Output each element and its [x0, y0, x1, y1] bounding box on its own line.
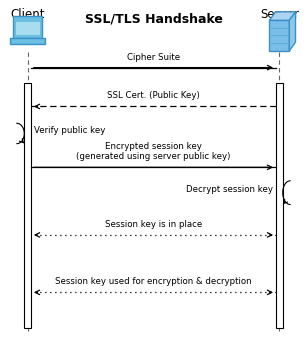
Text: Decrypt session key: Decrypt session key: [186, 185, 273, 194]
Text: Encrypted session key
(generated using server public key): Encrypted session key (generated using s…: [76, 142, 231, 161]
FancyBboxPatch shape: [15, 22, 40, 35]
Text: Verify public key: Verify public key: [34, 126, 105, 135]
Text: SSL Cert. (Public Key): SSL Cert. (Public Key): [107, 91, 200, 100]
Text: Session key used for encryption & decryption: Session key used for encryption & decryp…: [55, 277, 252, 286]
Text: Session key is in place: Session key is in place: [105, 220, 202, 229]
Text: Cipher Suite: Cipher Suite: [127, 52, 180, 62]
Text: Client: Client: [10, 8, 45, 21]
Bar: [24, 83, 31, 328]
Text: Server: Server: [260, 8, 299, 21]
FancyBboxPatch shape: [270, 20, 290, 51]
Bar: [276, 83, 283, 328]
FancyBboxPatch shape: [10, 38, 45, 44]
Polygon shape: [290, 12, 296, 51]
Polygon shape: [270, 12, 296, 20]
Text: SSL/TLS Handshake: SSL/TLS Handshake: [84, 12, 223, 25]
FancyBboxPatch shape: [13, 16, 42, 38]
